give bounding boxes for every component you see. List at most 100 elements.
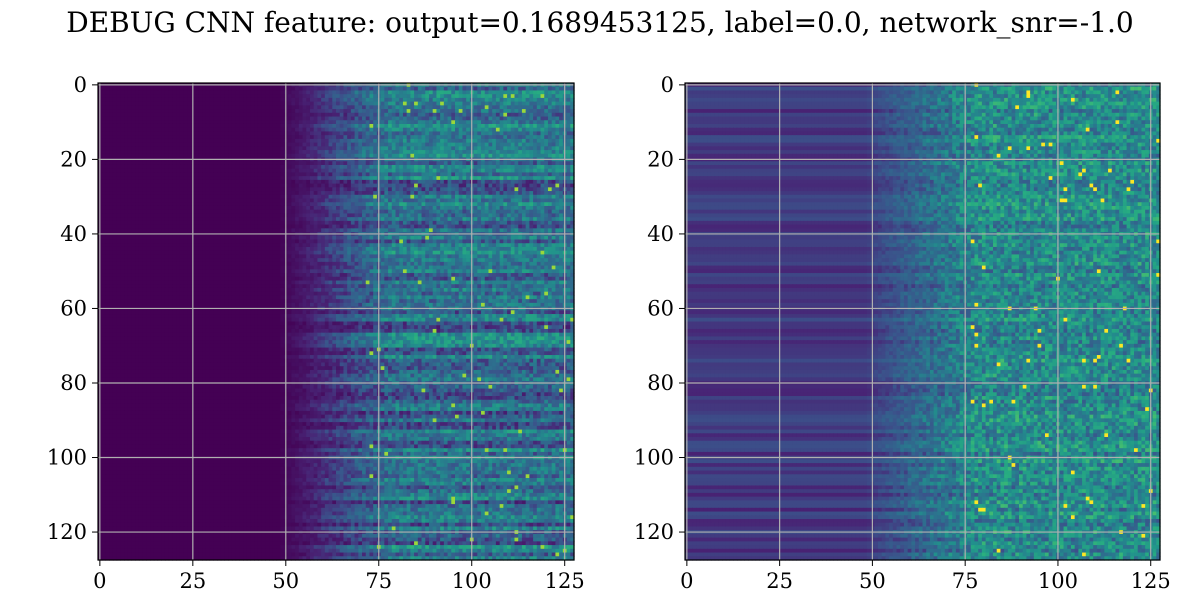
- heatmap-cell: [184, 217, 188, 221]
- heatmap-cell: [503, 165, 507, 169]
- heatmap-cell: [180, 113, 184, 117]
- heatmap-cell: [154, 184, 158, 188]
- heatmap-cell: [265, 105, 269, 109]
- heatmap-cell: [552, 131, 556, 135]
- heatmap-cell: [567, 150, 571, 154]
- heatmap-cell: [291, 128, 295, 132]
- heatmap-cell: [113, 154, 117, 158]
- heatmap-cell: [236, 124, 240, 128]
- heatmap-cell: [314, 131, 318, 135]
- heatmap-cell: [500, 202, 504, 206]
- heatmap-cell: [239, 206, 243, 210]
- heatmap-cell: [343, 90, 347, 94]
- heatmap-cell: [143, 143, 147, 147]
- heatmap-cell: [488, 120, 492, 124]
- heatmap-cell: [347, 169, 351, 173]
- heatmap-cell: [407, 146, 411, 150]
- heatmap-cell: [317, 109, 321, 113]
- heatmap-cell: [113, 98, 117, 102]
- heatmap-cell: [299, 120, 303, 124]
- heatmap-cell: [347, 165, 351, 169]
- heatmap-cell: [291, 202, 295, 206]
- heatmap-cell: [343, 143, 347, 147]
- heatmap-cell: [291, 117, 295, 121]
- heatmap-cell: [277, 150, 281, 154]
- heatmap-cell: [161, 94, 165, 98]
- heatmap-cell: [496, 176, 500, 180]
- heatmap-cell: [526, 199, 530, 203]
- heatmap-cell: [515, 184, 519, 188]
- heatmap-cell: [217, 206, 221, 210]
- heatmap-cell: [113, 184, 117, 188]
- heatmap-cell: [559, 102, 563, 106]
- heatmap-cell: [503, 191, 507, 195]
- heatmap-cell: [332, 131, 336, 135]
- heatmap-cell: [288, 113, 292, 117]
- heatmap-cell: [396, 199, 400, 203]
- heatmap-cell: [474, 176, 478, 180]
- heatmap-cell: [492, 154, 496, 158]
- heatmap-cell: [548, 105, 552, 109]
- heatmap-cell: [146, 199, 150, 203]
- heatmap-cell: [548, 150, 552, 154]
- heatmap-cell: [444, 124, 448, 128]
- heatmap-cell: [306, 206, 310, 210]
- heatmap-cell: [117, 150, 121, 154]
- heatmap-cell: [522, 172, 526, 176]
- heatmap-cell: [541, 135, 545, 139]
- heatmap-cell: [131, 120, 135, 124]
- heatmap-cell: [291, 87, 295, 91]
- heatmap-cell: [262, 169, 266, 173]
- heatmap-cell: [113, 161, 117, 165]
- heatmap-cell: [135, 90, 139, 94]
- heatmap-cell: [403, 120, 407, 124]
- heatmap-cell: [451, 113, 455, 117]
- heatmap-cell: [262, 184, 266, 188]
- heatmap-cell: [198, 176, 202, 180]
- heatmap-cell: [351, 199, 355, 203]
- heatmap-cell: [526, 154, 530, 158]
- heatmap-cell: [425, 146, 429, 150]
- heatmap-cell: [187, 199, 191, 203]
- heatmap-cell: [459, 154, 463, 158]
- heatmap-cell: [444, 105, 448, 109]
- heatmap-cell: [403, 191, 407, 195]
- heatmap-cell: [418, 105, 422, 109]
- heatmap-cell: [436, 150, 440, 154]
- heatmap-cell: [500, 154, 504, 158]
- heatmap-cell: [552, 113, 556, 117]
- heatmap-cell: [288, 217, 292, 221]
- heatmap-cell: [488, 150, 492, 154]
- heatmap-cell: [455, 113, 459, 117]
- heatmap-cell: [254, 102, 258, 106]
- heatmap-cell: [221, 199, 225, 203]
- heatmap-cell: [146, 143, 150, 147]
- heatmap-cell: [120, 184, 124, 188]
- heatmap-cell: [381, 169, 385, 173]
- heatmap-cell: [488, 176, 492, 180]
- heatmap-cell: [355, 180, 359, 184]
- heatmap-cell: [500, 90, 504, 94]
- heatmap-cell: [228, 113, 232, 117]
- heatmap-cell: [303, 143, 307, 147]
- heatmap-cell: [213, 139, 217, 143]
- heatmap-cell: [511, 210, 515, 214]
- heatmap-cell: [477, 98, 481, 102]
- heatmap-cell: [180, 90, 184, 94]
- heatmap-cell: [336, 135, 340, 139]
- heatmap-cell: [128, 124, 132, 128]
- heatmap-cell: [455, 98, 459, 102]
- heatmap-cell: [522, 90, 526, 94]
- heatmap-cell: [366, 135, 370, 139]
- heatmap-cell: [373, 195, 377, 199]
- heatmap-cell: [314, 213, 318, 217]
- heatmap-cell: [481, 180, 485, 184]
- heatmap-cell: [362, 202, 366, 206]
- heatmap-cell: [277, 187, 281, 191]
- heatmap-cell: [277, 139, 281, 143]
- heatmap-cell: [384, 213, 388, 217]
- heatmap-cell: [515, 154, 519, 158]
- heatmap-cell: [213, 150, 217, 154]
- heatmap-cell: [358, 87, 362, 91]
- heatmap-cell: [310, 146, 314, 150]
